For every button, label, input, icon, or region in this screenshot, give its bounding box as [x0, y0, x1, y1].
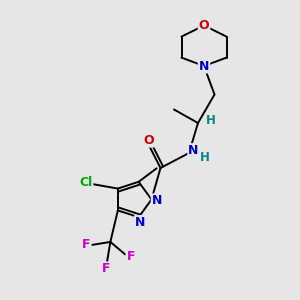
Text: H: H: [206, 114, 215, 127]
Text: N: N: [188, 144, 199, 157]
Text: F: F: [82, 238, 91, 251]
Text: O: O: [143, 134, 154, 147]
Text: F: F: [127, 250, 135, 262]
Text: N: N: [135, 216, 145, 229]
Text: F: F: [102, 262, 110, 275]
Text: Cl: Cl: [79, 176, 92, 189]
Text: O: O: [199, 19, 209, 32]
Text: N: N: [199, 59, 209, 73]
Text: H: H: [200, 151, 209, 164]
Text: N: N: [152, 194, 162, 208]
